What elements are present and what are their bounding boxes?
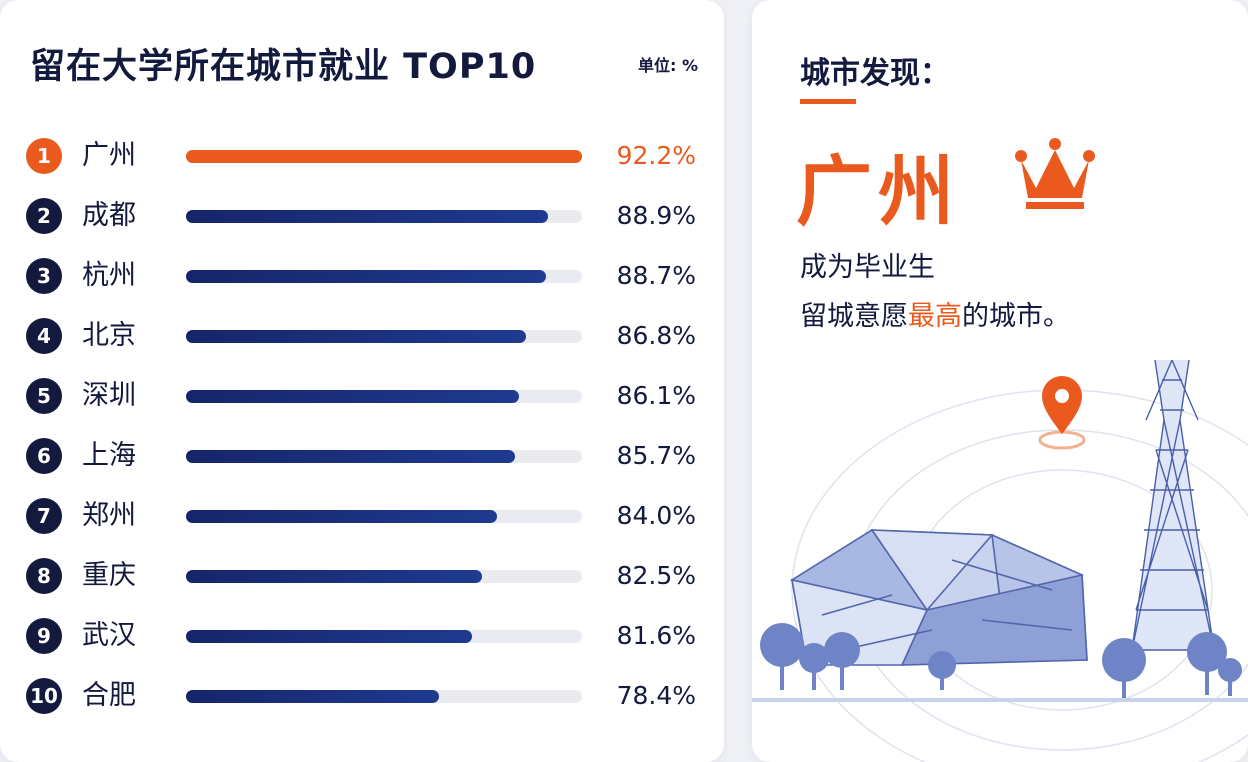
bar: [186, 510, 498, 523]
rank-badge: 9: [26, 618, 62, 654]
rank-badge: 7: [26, 498, 62, 534]
bar: [186, 150, 582, 163]
city-label: 杭州: [82, 260, 136, 291]
bar: [186, 390, 519, 403]
city-label: 合肥: [82, 680, 136, 711]
ranking-card: 留在大学所在城市就业 TOP10 单位: % 1 广州 92.2% 2 成都 88.9% 3…: [0, 0, 724, 762]
unit-label: 单位: %: [637, 56, 698, 75]
bar-track: [186, 570, 582, 583]
bar: [186, 330, 527, 343]
city-label: 武汉: [82, 620, 136, 651]
line2-highlight: 最高: [908, 301, 962, 332]
bar-track: [186, 150, 582, 163]
line2-before: 留城意愿: [800, 301, 908, 332]
bar: [186, 630, 473, 643]
ranking-row: 5 深圳 86.1%: [0, 372, 724, 422]
value-label: 88.7%: [616, 261, 696, 290]
bar-track: [186, 210, 582, 223]
city-label: 上海: [82, 440, 136, 471]
value-label: 92.2%: [616, 141, 696, 170]
ranking-row: 3 杭州 88.7%: [0, 252, 724, 302]
location-pin-icon: [1038, 376, 1086, 450]
line2-after: 的城市。: [962, 301, 1070, 332]
value-label: 86.8%: [616, 321, 696, 350]
city-label: 重庆: [82, 560, 136, 591]
ranking-row: 10 合肥 78.4%: [0, 672, 724, 722]
ranking-row: 9 武汉 81.6%: [0, 612, 724, 662]
rank-badge: 6: [26, 438, 62, 474]
bar-track: [186, 630, 582, 643]
rank-badge: 2: [26, 198, 62, 234]
value-label: 86.1%: [616, 381, 696, 410]
chart-title: 留在大学所在城市就业 TOP10: [30, 47, 537, 87]
value-label: 82.5%: [616, 561, 696, 590]
bar-track: [186, 390, 582, 403]
bar-track: [186, 690, 582, 703]
rank-badge: 10: [26, 678, 62, 714]
bar-track: [186, 510, 582, 523]
value-label: 78.4%: [616, 681, 696, 710]
bar-track: [186, 330, 582, 343]
rank-badge: 8: [26, 558, 62, 594]
bar: [186, 270, 546, 283]
city-label: 郑州: [82, 500, 136, 531]
value-label: 81.6%: [616, 621, 696, 650]
bar: [186, 450, 515, 463]
rank-badge: 4: [26, 318, 62, 354]
city-label: 北京: [82, 320, 136, 351]
ranking-row: 8 重庆 82.5%: [0, 552, 724, 602]
top-city-name: 广州: [796, 147, 960, 236]
value-label: 84.0%: [616, 501, 696, 530]
heading-accent-bar: [800, 99, 856, 104]
bar: [186, 210, 548, 223]
city-label: 广州: [82, 140, 136, 171]
crown-icon: [1015, 138, 1095, 209]
rank-badge: 5: [26, 378, 62, 414]
bar-track: [186, 450, 582, 463]
discovery-heading: 城市发现：: [800, 56, 950, 91]
city-label: 深圳: [82, 380, 136, 411]
city-discovery-card: 城市发现： 广州 成为毕业生 留城意愿最高的城市。: [752, 0, 1248, 762]
guangzhou-skyline-illustration: [752, 360, 1248, 762]
ranking-row: 2 成都 88.9%: [0, 192, 724, 242]
ranking-row: 1 广州 92.2%: [0, 132, 724, 182]
ranking-row: 7 郑州 84.0%: [0, 492, 724, 542]
city-label: 成都: [82, 200, 136, 231]
discovery-line-1: 成为毕业生: [800, 252, 935, 283]
discovery-line-2: 留城意愿最高的城市。: [800, 294, 1070, 333]
ranking-row: 4 北京 86.8%: [0, 312, 724, 362]
ranking-row: 6 上海 85.7%: [0, 432, 724, 482]
bar: [186, 690, 440, 703]
rank-badge: 3: [26, 258, 62, 294]
rank-badge: 1: [26, 138, 62, 174]
value-label: 88.9%: [616, 201, 696, 230]
value-label: 85.7%: [616, 441, 696, 470]
bar-track: [186, 270, 582, 283]
bar: [186, 570, 482, 583]
